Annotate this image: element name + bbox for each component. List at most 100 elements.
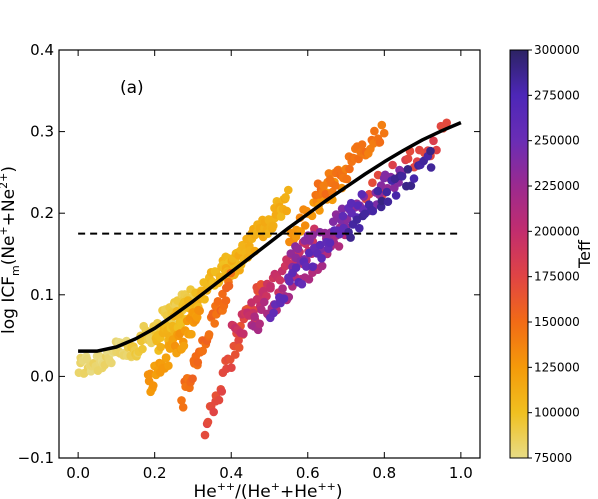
- scatter-point: [192, 313, 202, 322]
- colorbar-ticks: 75000 100000 125000 150000 175000 200000 22500…: [528, 43, 580, 465]
- scatter-point: [304, 275, 314, 284]
- scatter-point: [269, 221, 278, 230]
- scatter-point: [279, 294, 289, 304]
- colorbar-tick-label: 150000: [534, 315, 580, 329]
- scatter-point: [409, 174, 419, 183]
- scatter-point: [285, 277, 294, 286]
- scatter-point: [256, 280, 266, 289]
- scatter-point: [357, 140, 367, 149]
- x-tick-label: 0.2: [143, 464, 167, 482]
- scatter-point: [388, 160, 397, 170]
- scatter-point: [300, 221, 310, 230]
- x-tick-label: 0.6: [296, 464, 320, 482]
- scatter-point: [204, 330, 214, 339]
- scatter-point: [234, 343, 244, 352]
- y-tick-label: 0.4: [30, 41, 54, 59]
- scatter-point: [334, 242, 344, 251]
- plot-area: [58, 49, 481, 459]
- scatter-point: [291, 263, 301, 273]
- scatter-point: [317, 261, 327, 271]
- scatter-point: [403, 154, 413, 163]
- colorbar-tick-label: 100000: [534, 406, 580, 420]
- scatter-point: [370, 126, 379, 136]
- scatter-point: [397, 172, 407, 181]
- scatter-point: [337, 204, 347, 214]
- panel-label: (a): [120, 78, 144, 98]
- scatter-point: [179, 341, 189, 351]
- scatter-point: [234, 336, 243, 345]
- scatter-point: [281, 193, 290, 202]
- scatter-point: [276, 212, 286, 221]
- x-axis-title: He++/(He++He++): [193, 480, 342, 499]
- scatter-point: [338, 211, 348, 221]
- scatter-point: [107, 358, 116, 368]
- y-axis-title: log ICFm(Ne++Ne2+): [0, 166, 22, 334]
- scatter-point: [282, 206, 292, 216]
- scatter-point: [164, 361, 173, 371]
- scatter-point: [138, 344, 147, 354]
- x-tick-label: 0.4: [219, 464, 243, 482]
- scatter-point: [260, 297, 269, 307]
- scatter-point: [149, 381, 158, 390]
- scatter-point: [331, 181, 340, 190]
- scatter-point: [302, 262, 311, 271]
- scatter-point: [82, 354, 92, 364]
- scatter-point: [391, 191, 401, 200]
- colorbar-tick-label: 275000: [534, 88, 580, 102]
- scatter-point: [221, 296, 231, 305]
- scatter-point: [353, 201, 363, 210]
- scatter-point: [214, 395, 224, 405]
- scatter-point: [297, 279, 307, 289]
- scatter-point: [426, 146, 435, 156]
- scatter-point: [335, 229, 344, 239]
- y-tick-label: 0.3: [30, 123, 54, 141]
- scatter-point: [227, 363, 236, 373]
- colorbar-title: Teff: [575, 239, 594, 269]
- scatter-point: [156, 342, 165, 352]
- x-tick-label: 1.0: [449, 464, 473, 482]
- scatter-points: [74, 118, 452, 440]
- colorbar-tick-label: 75000: [534, 451, 572, 465]
- scatter-point: [382, 187, 392, 197]
- scatter-point: [357, 190, 367, 199]
- scatter-point: [346, 233, 355, 242]
- scatter-point: [321, 189, 331, 199]
- x-axis: 0.0 0.2 0.4 0.6 0.8 1.0: [66, 50, 473, 482]
- colorbar-tick-label: 175000: [534, 270, 580, 284]
- colorbar-tick-label: 200000: [534, 224, 580, 238]
- scatter-point: [177, 396, 186, 405]
- scatter-point: [278, 284, 287, 293]
- colorbar-tick-label: 300000: [534, 43, 580, 57]
- scatter-point: [355, 223, 364, 233]
- scatter-point: [200, 430, 210, 440]
- scatter-point: [368, 178, 377, 187]
- scatter-point: [284, 185, 293, 195]
- scatter-point: [305, 248, 314, 258]
- scatter-point: [426, 163, 436, 172]
- scatter-point: [429, 136, 438, 146]
- scatter-point: [250, 312, 259, 322]
- scatter-point: [198, 346, 207, 356]
- colorbar-tick-label: 250000: [534, 134, 580, 148]
- scatter-point: [224, 281, 234, 291]
- scatter-point: [375, 137, 385, 147]
- scatter-point: [345, 164, 354, 174]
- scatter-point: [308, 262, 318, 272]
- scatter-point: [377, 120, 387, 130]
- scatter-point: [195, 306, 204, 316]
- scatter-point: [213, 297, 223, 306]
- y-tick-label: 0.1: [30, 286, 54, 304]
- y-tick-label: 0.0: [30, 367, 54, 385]
- scatter-point: [266, 281, 275, 291]
- y-tick-label: 0.2: [30, 204, 54, 222]
- scatter-point: [187, 329, 196, 339]
- colorbar-tick-label: 125000: [534, 360, 580, 374]
- scatter-point: [231, 350, 240, 359]
- x-tick-label: 0.8: [372, 464, 396, 482]
- scatter-point: [383, 197, 393, 206]
- scatter-point: [317, 253, 326, 263]
- scatter-point: [275, 275, 285, 285]
- scatter-point: [210, 319, 219, 328]
- scatter-point: [403, 165, 413, 174]
